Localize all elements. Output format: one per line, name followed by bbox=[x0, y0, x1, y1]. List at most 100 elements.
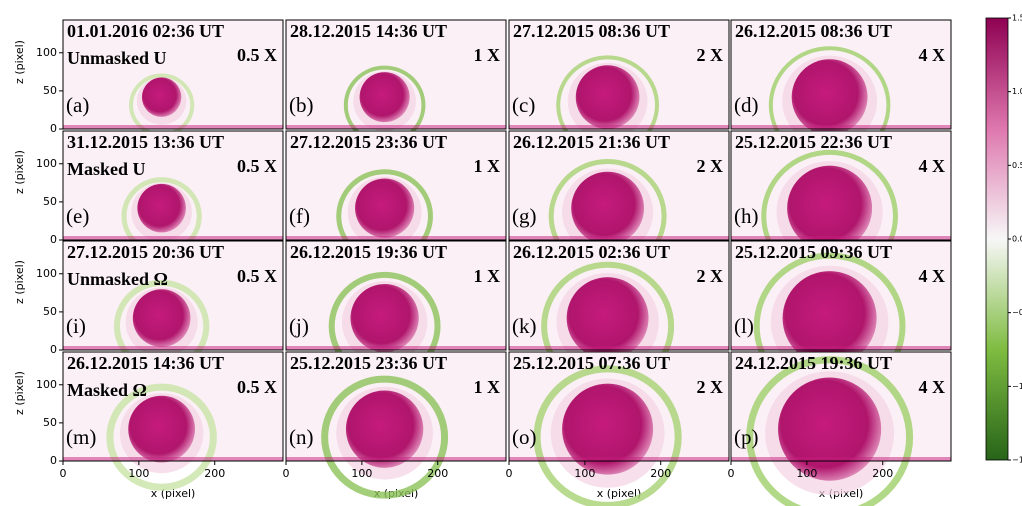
pink-core bbox=[359, 72, 410, 123]
panel-label: (c) bbox=[512, 93, 535, 117]
panel-frame bbox=[730, 19, 952, 130]
panel-frame bbox=[62, 130, 284, 241]
panel-frame bbox=[285, 240, 507, 351]
pink-core bbox=[562, 383, 654, 475]
x-tick-label: 100 bbox=[128, 467, 149, 480]
panel-label: (o) bbox=[512, 425, 537, 449]
x-tick-label: 200 bbox=[204, 467, 225, 480]
panel-frame bbox=[730, 130, 952, 241]
y-tick-label: 50 bbox=[43, 416, 57, 429]
x-tick-label: 200 bbox=[650, 467, 671, 480]
green-arc bbox=[321, 375, 449, 499]
panel-frame bbox=[62, 240, 284, 351]
panel-label: (g) bbox=[512, 204, 537, 228]
panel-name: Unmasked Ω bbox=[67, 269, 168, 289]
y-tick-label: 100 bbox=[36, 267, 57, 280]
base-strip bbox=[731, 125, 951, 129]
base-strip bbox=[731, 236, 951, 240]
x-tick-label: 0 bbox=[506, 467, 513, 480]
x-tick-label: 100 bbox=[574, 467, 595, 480]
base-strip bbox=[63, 236, 283, 240]
panel-time: 26.12.2015 02:36 UT bbox=[513, 242, 670, 262]
panel-label: (f) bbox=[289, 204, 310, 228]
pink-core bbox=[132, 289, 191, 347]
panel-label: (i) bbox=[66, 314, 86, 338]
pink-core bbox=[566, 277, 649, 360]
panel-frame bbox=[730, 351, 952, 462]
panel-time: 26.12.2015 21:36 UT bbox=[513, 132, 670, 152]
panel-scale: 4 X bbox=[919, 45, 946, 65]
y-axis-label: z (pixel) bbox=[13, 371, 26, 415]
panel-frame bbox=[508, 19, 730, 130]
panel-label: (k) bbox=[512, 314, 537, 338]
x-tick-label: 100 bbox=[351, 467, 372, 480]
x-tick-label: 200 bbox=[427, 467, 448, 480]
panel-frame bbox=[62, 351, 284, 462]
y-axis-label: z (pixel) bbox=[13, 40, 26, 84]
panel-name: Unmasked U bbox=[67, 48, 167, 68]
panel-scale: 1 X bbox=[474, 266, 501, 286]
base-strip bbox=[509, 457, 729, 461]
colorbar-tick-label: −1.5 bbox=[1012, 456, 1022, 465]
panel-scale: 1 X bbox=[474, 377, 501, 397]
panel-label: (l) bbox=[734, 314, 754, 338]
panel-label: (a) bbox=[66, 93, 89, 117]
colorbar-tick-label: 0.5 bbox=[1012, 161, 1022, 170]
panel-time: 27.12.2015 20:36 UT bbox=[67, 242, 224, 262]
pink-core bbox=[778, 377, 882, 481]
panel-time: 26.12.2015 14:36 UT bbox=[67, 353, 224, 373]
y-tick-label: 100 bbox=[36, 157, 57, 170]
panel-scale: 4 X bbox=[919, 156, 946, 176]
x-tick-label: 0 bbox=[60, 467, 67, 480]
colorbar bbox=[985, 17, 1009, 461]
base-strip bbox=[731, 346, 951, 350]
y-axis-label: z (pixel) bbox=[13, 260, 26, 304]
panel-label: (h) bbox=[734, 204, 759, 228]
base-strip bbox=[63, 346, 283, 350]
panel-name: Masked U bbox=[67, 159, 146, 179]
panel-label: (p) bbox=[734, 425, 759, 449]
panel-scale: 4 X bbox=[919, 266, 946, 286]
panel-label: (m) bbox=[66, 425, 96, 449]
panel-scale: 2 X bbox=[697, 45, 724, 65]
colorbar-tick-label: 1.5 bbox=[1012, 14, 1022, 23]
y-tick-label: 50 bbox=[43, 195, 57, 208]
pink-core bbox=[355, 178, 415, 238]
panel-scale: 0.5 X bbox=[237, 156, 277, 176]
panel-time: 25.12.2015 23:36 UT bbox=[290, 353, 447, 373]
pink-core bbox=[350, 284, 419, 353]
panel-scale: 2 X bbox=[697, 156, 724, 176]
base-strip bbox=[286, 236, 506, 240]
x-tick-label: 200 bbox=[872, 467, 893, 480]
panel-scale: 2 X bbox=[697, 377, 724, 397]
y-tick-label: 50 bbox=[43, 305, 57, 318]
y-tick-label: 100 bbox=[36, 46, 57, 59]
green-arc bbox=[106, 383, 217, 491]
y-tick-label: 0 bbox=[50, 343, 57, 356]
panel-scale: 2 X bbox=[697, 266, 724, 286]
y-axis-label: z (pixel) bbox=[13, 150, 26, 194]
y-tick-label: 50 bbox=[43, 84, 57, 97]
base-strip bbox=[286, 125, 506, 129]
pink-core bbox=[571, 171, 645, 245]
x-axis-label: x (pixel) bbox=[597, 487, 642, 500]
panel-label: (n) bbox=[289, 425, 314, 449]
base-strip bbox=[509, 346, 729, 350]
panel-label: (j) bbox=[289, 314, 309, 338]
panel-time: 25.12.2015 07:36 UT bbox=[513, 353, 670, 373]
panel-frame bbox=[285, 130, 507, 241]
pink-core bbox=[345, 390, 424, 468]
pink-core bbox=[791, 59, 868, 136]
panel-label: (e) bbox=[66, 204, 89, 228]
panel-frame bbox=[285, 19, 507, 130]
panel-scale: 0.5 X bbox=[237, 266, 277, 286]
base-strip bbox=[63, 457, 283, 461]
y-tick-label: 0 bbox=[50, 454, 57, 467]
pink-core bbox=[141, 77, 182, 117]
colorbar-tick-label: −0.5 bbox=[1012, 308, 1022, 317]
panel-frame bbox=[285, 351, 507, 462]
panel-time: 26.12.2015 08:36 UT bbox=[735, 21, 892, 41]
y-tick-label: 0 bbox=[50, 122, 57, 135]
panel-time: 25.12.2015 09:36 UT bbox=[735, 242, 892, 262]
